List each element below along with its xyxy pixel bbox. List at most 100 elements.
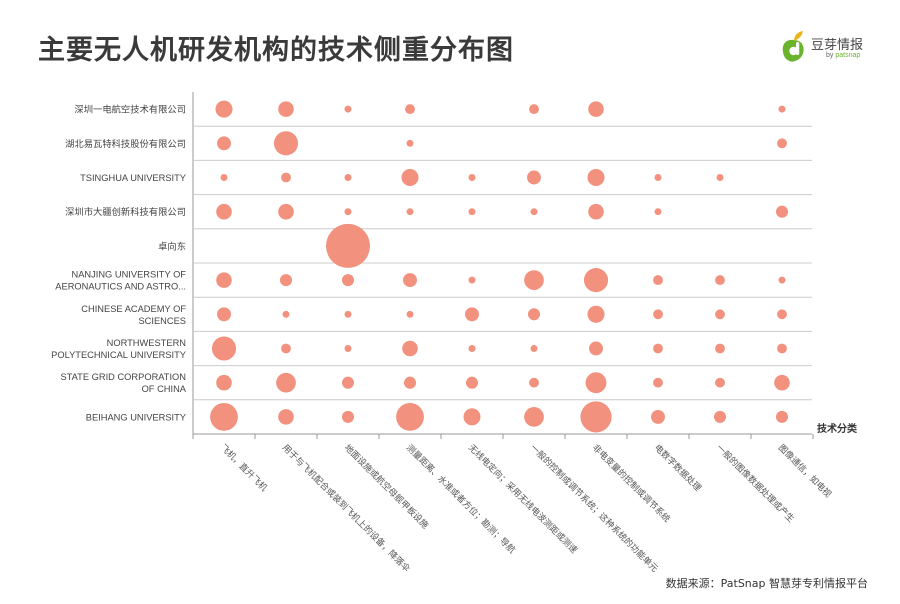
bubble — [654, 208, 662, 216]
row-label: NORTHWESTERN POLYTECHNICAL UNIVERSITY — [51, 338, 186, 360]
category-label: 测量距离、水准或者方位；勘测；导航 — [404, 442, 518, 556]
bubble — [344, 310, 352, 318]
bubble — [344, 345, 352, 352]
bubble — [585, 372, 607, 394]
bubble — [326, 223, 370, 268]
bubble — [463, 408, 481, 426]
row-label: CHINESE ACADEMY OF SCIENCES — [81, 304, 186, 326]
bubble — [278, 409, 294, 425]
brand-logo: 豆芽情报 by patsnap — [780, 30, 880, 66]
bubble — [468, 208, 476, 216]
bubble — [341, 274, 355, 287]
bubble — [403, 376, 417, 389]
bubble — [529, 104, 539, 115]
bubble — [217, 307, 231, 322]
bubble — [587, 305, 605, 323]
category-label: 用于与飞机配合或装到飞机上的设备，降落伞 — [280, 442, 413, 575]
bubble — [524, 270, 544, 290]
bubble — [524, 407, 544, 427]
category-label: 飞机，直升飞机 — [218, 442, 270, 494]
bubble — [774, 374, 790, 391]
bubble — [716, 174, 724, 181]
chart-title: 主要无人机研发机构的技术侧重分布图 — [38, 35, 514, 66]
category-label: 一般的控制或调节系统；这种系统的功能单元 — [528, 442, 661, 575]
bubble — [715, 377, 725, 388]
bubble — [588, 203, 604, 220]
bubble — [403, 273, 417, 288]
bubble — [778, 105, 786, 113]
bubble — [468, 276, 476, 284]
bubble — [215, 100, 233, 118]
bubble — [402, 340, 418, 357]
bubble — [527, 170, 541, 185]
bubble — [653, 275, 663, 286]
bubble — [775, 205, 789, 218]
bubble — [405, 104, 415, 115]
bubble — [406, 310, 414, 318]
bubble — [396, 402, 424, 431]
logo-name: 豆芽情报 — [811, 38, 864, 53]
bubble — [282, 310, 290, 318]
bubble — [715, 275, 725, 286]
bubble — [653, 309, 663, 320]
row-label: BEIHANG UNIVERSITY — [86, 412, 186, 422]
bubble — [344, 174, 352, 181]
bubble — [775, 410, 789, 423]
bubble — [588, 101, 604, 117]
bubble — [589, 341, 603, 356]
row-label: TSINGHUA UNIVERSITY — [80, 173, 186, 183]
douya-leaf-logo-icon — [782, 31, 804, 62]
x-axis-title: 技术分类 — [817, 422, 857, 435]
bubble — [276, 372, 296, 393]
bubble — [344, 208, 352, 216]
row-label: NANJING UNIVERSITY OF AERONAUTICS AND AST… — [55, 270, 186, 292]
row-label: 深圳市大疆创新科技有限公司 — [65, 206, 186, 217]
bubble — [715, 309, 725, 320]
bubble — [210, 402, 238, 431]
bubble — [465, 376, 479, 389]
row-label: 深圳一电航空技术有限公司 — [74, 104, 186, 115]
bubble — [344, 105, 352, 113]
bubble — [777, 309, 787, 320]
category-label: 电数字数据处理 — [652, 442, 704, 494]
bubble — [217, 136, 231, 151]
bubble — [530, 345, 538, 352]
bubble — [220, 174, 228, 181]
bubble — [580, 401, 612, 433]
bubble — [406, 208, 414, 216]
bubble — [278, 203, 294, 220]
bubble — [583, 268, 609, 293]
category-label: 图像通信，如电视 — [776, 442, 834, 500]
bubble — [529, 377, 539, 388]
bubble — [468, 174, 476, 181]
bubble — [341, 410, 355, 423]
logo-sub: by patsnap — [826, 52, 861, 59]
bubble — [406, 139, 414, 147]
bubble — [653, 343, 663, 354]
bubble — [778, 276, 786, 284]
bubble — [401, 168, 419, 187]
row-label: 卓向东 — [158, 240, 186, 251]
bubble — [777, 138, 787, 149]
bubble — [715, 343, 725, 354]
bubble — [216, 272, 232, 288]
bubble — [527, 308, 541, 321]
bubble — [211, 336, 237, 361]
bubble — [777, 343, 787, 354]
bubble — [281, 343, 291, 354]
bubble — [216, 203, 232, 220]
bubble — [587, 168, 605, 187]
bubble — [216, 374, 232, 391]
category-label: 无线电定向；采用无线电波测距或测速 — [466, 442, 580, 556]
row-label: 湖北易瓦特科技股份有限公司 — [65, 138, 186, 149]
data-source: 数据来源：PatSnap 智慧芽专利情报平台 — [665, 577, 868, 590]
bubble — [713, 410, 727, 423]
bubble — [278, 101, 294, 117]
bubble — [279, 274, 293, 287]
bubble — [273, 131, 299, 156]
bubble — [468, 345, 476, 352]
bubble — [465, 307, 479, 322]
bubble — [651, 409, 665, 424]
row-label: STATE GRID CORPORATION OF CHINA — [60, 372, 186, 394]
